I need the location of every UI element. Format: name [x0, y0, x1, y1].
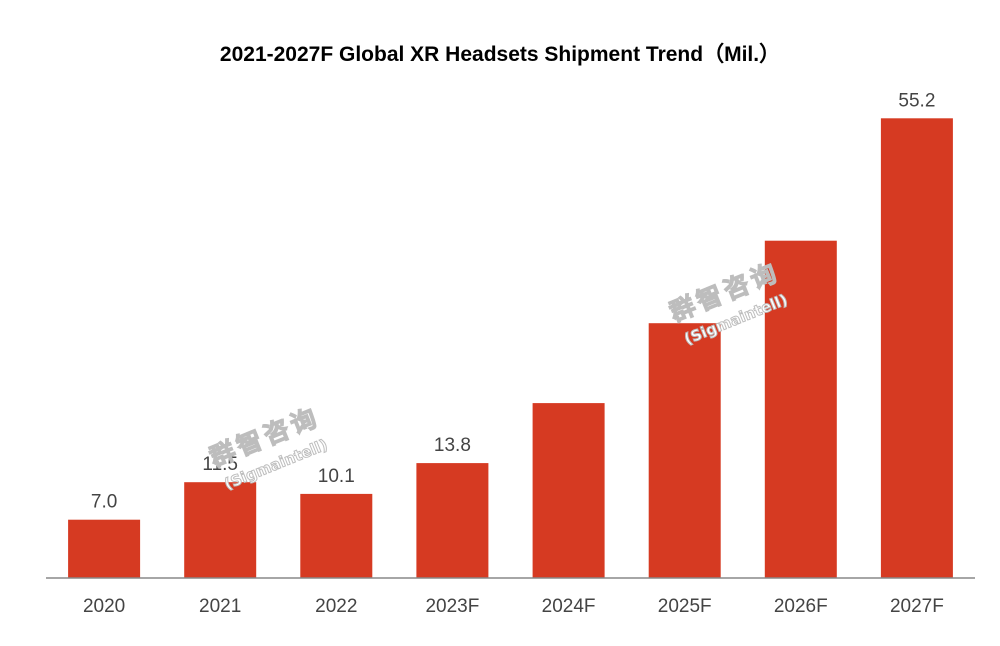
data-label-2022: 10.1	[318, 466, 355, 487]
x-tick-label: 2023F	[425, 596, 479, 617]
watermark-1: 群智咨询 (Sigmaintell)	[205, 401, 331, 493]
bar-2026F	[764, 240, 837, 578]
bar-2024F	[532, 403, 605, 578]
data-labels-layer: 7.0 11.5 10.1 13.8 55.2	[91, 90, 936, 512]
data-label-2023F: 13.8	[434, 435, 471, 456]
x-tick-label: 2026F	[774, 596, 828, 617]
x-tick-label: 2020	[83, 596, 125, 617]
data-label-2020: 7.0	[91, 492, 117, 513]
bar-2027F	[880, 118, 953, 579]
x-tick-label: 2027F	[890, 596, 944, 617]
bar-2023F	[416, 463, 489, 578]
bar-2025F	[648, 323, 721, 578]
x-tick-label: 2024F	[542, 596, 596, 617]
data-label-2027F: 55.2	[898, 90, 935, 111]
bar-2020	[68, 519, 141, 578]
bar-2021	[184, 482, 257, 578]
tick-labels-layer: 2020 2021 2022 2023F 2024F 2025F 2026F 2027F	[83, 596, 944, 617]
x-tick-label: 2025F	[658, 596, 712, 617]
chart-title: 2021-2027F Global XR Headsets Shipment T…	[219, 43, 781, 66]
x-tick-label: 2022	[315, 596, 357, 617]
data-label-2021: 11.5	[202, 454, 238, 475]
x-tick-label: 2021	[199, 596, 241, 617]
bar-2022	[300, 493, 373, 578]
bars-layer	[68, 118, 953, 579]
